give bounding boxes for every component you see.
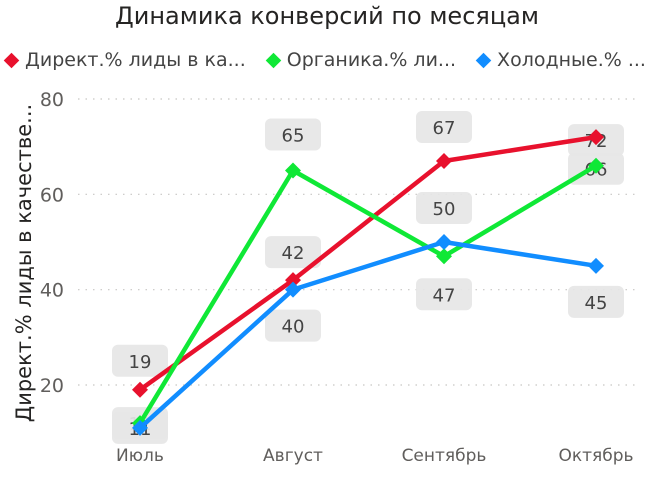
legend-item-cold[interactable]: Холодные.% ... [475,49,646,71]
chart-title: Динамика конверсий по месяцам [115,2,539,30]
series-line [137,239,599,431]
data-label-box [568,285,624,318]
data-point [436,248,452,265]
x-tick-label: Октябрь [558,446,633,466]
data-point [285,281,301,298]
data-label-box [416,110,472,143]
data-label: 45 [585,293,608,314]
data-point [285,272,301,289]
x-tick-label: Сентябрь [402,446,487,466]
legend-label-organic: Органика.% ли... [286,49,457,71]
data-point [588,257,604,274]
legend-label-direct: Директ.% лиды в ка... [25,49,246,71]
data-label: 65 [282,126,305,147]
data-point [132,419,148,436]
y-tick-label: 60 [40,184,64,206]
series-line [137,134,599,393]
y-tick-label: 20 [40,375,64,397]
legend-item-direct[interactable]: Директ.% лиды в ка... [3,49,246,71]
data-label: 40 [282,317,305,338]
x-tick-label: Август [263,446,323,466]
series-line [137,163,599,426]
data-label: 67 [433,118,456,139]
y-tick-label: 80 [40,89,64,111]
data-label-box [416,278,472,311]
data-point [588,157,604,174]
data-point [588,129,604,146]
data-label: 47 [433,285,456,306]
y-tick-label: 40 [40,280,64,302]
data-label: 42 [282,243,305,264]
data-labels: 194267721265476611405045 [112,110,624,444]
data-label-box [112,344,168,377]
data-point [285,162,301,179]
legend-label-cold: Холодные.% ... [497,49,646,71]
legend-item-organic[interactable]: Органика.% ли... [265,49,457,71]
data-label-box [416,192,472,224]
data-point [436,152,452,169]
data-point [436,234,452,250]
legend[interactable]: Директ.% лиды в ка... Органика.% ли... Х… [3,46,654,74]
data-label-box [265,236,321,269]
x-tick-label: Июль [116,446,164,466]
data-label-box [265,118,321,151]
data-label: 50 [433,199,456,220]
data-point [132,381,148,398]
data-label: 19 [129,352,152,373]
data-label-box [265,309,321,342]
